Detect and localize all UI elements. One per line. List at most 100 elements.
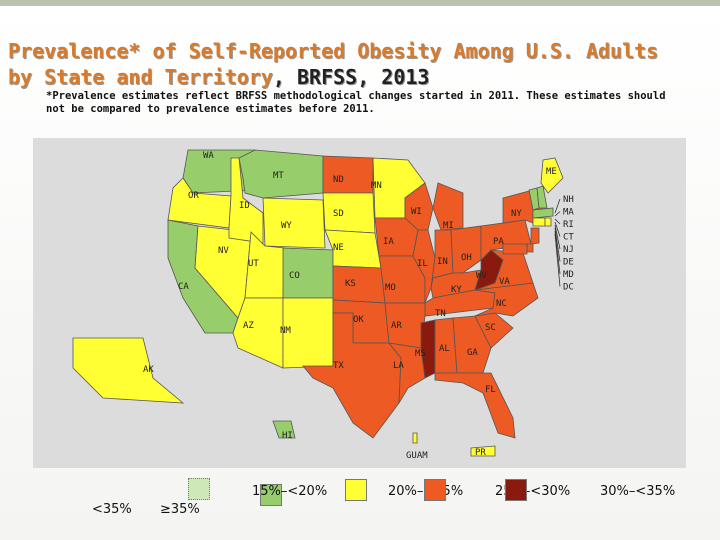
title-line-1: Prevalence* of Self-Reported Obesity Amo… — [8, 39, 659, 63]
label-va: VA — [499, 277, 510, 287]
state-nc — [474, 282, 539, 317]
label-ca: CA — [178, 282, 189, 292]
label-al: AL — [439, 344, 450, 354]
state-nh — [536, 185, 548, 209]
label-nd: ND — [333, 175, 344, 185]
label-ma: MA — [563, 208, 574, 218]
legend-swatch-dotted — [188, 478, 210, 500]
label-nc: NC — [496, 299, 507, 309]
label-pa: PA — [493, 237, 504, 247]
territory-guam — [412, 432, 418, 444]
northeast-label-layer: NH MA RI CT NJ DE MD DC — [554, 195, 574, 293]
label-co: CO — [289, 271, 300, 281]
leader-de — [554, 227, 561, 262]
label-pr: PR — [475, 448, 486, 458]
label-ga: GA — [467, 348, 478, 358]
leader-ri — [554, 218, 561, 225]
legend-label-lt35: <35% — [92, 502, 132, 517]
leader-ct — [554, 221, 561, 237]
label-ks: KS — [345, 279, 356, 289]
label-md: MD — [563, 270, 574, 280]
legend-label-1: 15%–<20% — [252, 484, 328, 499]
label-in: IN — [437, 257, 448, 267]
label-wv: WV — [476, 271, 487, 281]
label-ne: NE — [333, 243, 344, 253]
label-il: IL — [417, 259, 428, 269]
label-mt: MT — [273, 171, 284, 181]
state-hi — [272, 420, 296, 439]
label-tn: TN — [435, 309, 446, 319]
us-obesity-map: WA MT ND MN ME OR ID SD WI MI NY WY IA NE PA NV UT IL IN OH… — [72, 149, 574, 461]
label-me: ME — [546, 167, 557, 177]
label-az: AZ — [243, 321, 254, 331]
leader-nj — [554, 224, 561, 250]
state-tx — [302, 312, 402, 439]
state-ma — [532, 207, 554, 219]
label-tx: TX — [333, 361, 344, 371]
label-hi: HI — [282, 431, 293, 441]
subtitle-note: *Prevalence estimates reflect BRFSS meth… — [46, 90, 666, 115]
state-nj — [530, 227, 540, 245]
label-nv: NV — [218, 246, 229, 256]
label-ok: OK — [353, 315, 364, 325]
state-me — [540, 157, 564, 194]
label-ky: KY — [451, 285, 462, 295]
state-md — [502, 243, 528, 255]
label-mi: MI — [443, 221, 454, 231]
map-panel: WA MT ND MN ME OR ID SD WI MI NY WY IA NE PA NV UT IL IN OH… — [33, 138, 686, 468]
state-va — [474, 249, 534, 291]
state-ks — [332, 265, 386, 304]
state-ga — [452, 315, 492, 374]
label-nj: NJ — [563, 245, 574, 255]
leader-dc — [554, 233, 561, 287]
label-wi: WI — [411, 207, 422, 217]
state-ms — [420, 319, 436, 379]
state-oh — [450, 225, 482, 274]
label-de: DE — [563, 258, 574, 268]
label-mo: MO — [385, 283, 396, 293]
label-wy: WY — [281, 221, 292, 231]
state-label-layer: WA MT ND MN ME OR ID SD WI MI NY WY IA NE PA NV UT IL IN OH… — [143, 151, 557, 461]
label-wa: WA — [203, 151, 214, 161]
label-dc: DC — [563, 283, 574, 293]
label-ri: RI — [563, 220, 574, 230]
state-il — [412, 229, 436, 304]
legend-swatch-30-35 — [505, 479, 527, 501]
label-ct: CT — [563, 233, 574, 243]
leader-nh — [554, 198, 561, 214]
label-ms: MS — [415, 349, 426, 359]
territory-pr — [470, 445, 496, 457]
label-or: OR — [188, 191, 199, 201]
legend-swatch-25-30 — [424, 479, 446, 501]
label-ut: UT — [248, 259, 259, 269]
state-ct — [532, 217, 546, 227]
title-line-2: by State and Territory — [8, 65, 273, 89]
state-ri — [544, 217, 552, 227]
legend-swatch-lt20 — [260, 484, 282, 506]
state-id — [228, 157, 264, 244]
state-mi — [432, 182, 464, 231]
legend-label-4: 30%–<35% — [600, 484, 676, 499]
leader-md — [554, 230, 561, 275]
label-ia: IA — [383, 237, 394, 247]
state-nd — [322, 155, 374, 194]
label-mn: MN — [371, 181, 382, 191]
legend-label-ge35: ≥35% — [160, 502, 200, 517]
title-line-2-suffix: , BRFSS, 2013 — [272, 65, 430, 89]
label-ny: NY — [511, 209, 522, 219]
state-fl — [434, 372, 516, 439]
label-ak: AK — [143, 365, 154, 375]
legend-swatch-20-25 — [345, 479, 367, 501]
label-id: ID — [239, 201, 250, 211]
state-wy — [262, 197, 326, 249]
label-guam: GUAM — [406, 451, 428, 461]
slide-title: Prevalence* of Self-Reported Obesity Amo… — [8, 38, 713, 90]
state-ak — [72, 337, 185, 404]
label-fl: FL — [485, 385, 496, 395]
state-sd — [322, 192, 376, 234]
label-nh: NH — [563, 195, 574, 205]
label-nm: NM — [280, 326, 291, 336]
state-de — [526, 243, 534, 253]
label-ar: AR — [391, 321, 402, 331]
label-sd: SD — [333, 209, 344, 219]
